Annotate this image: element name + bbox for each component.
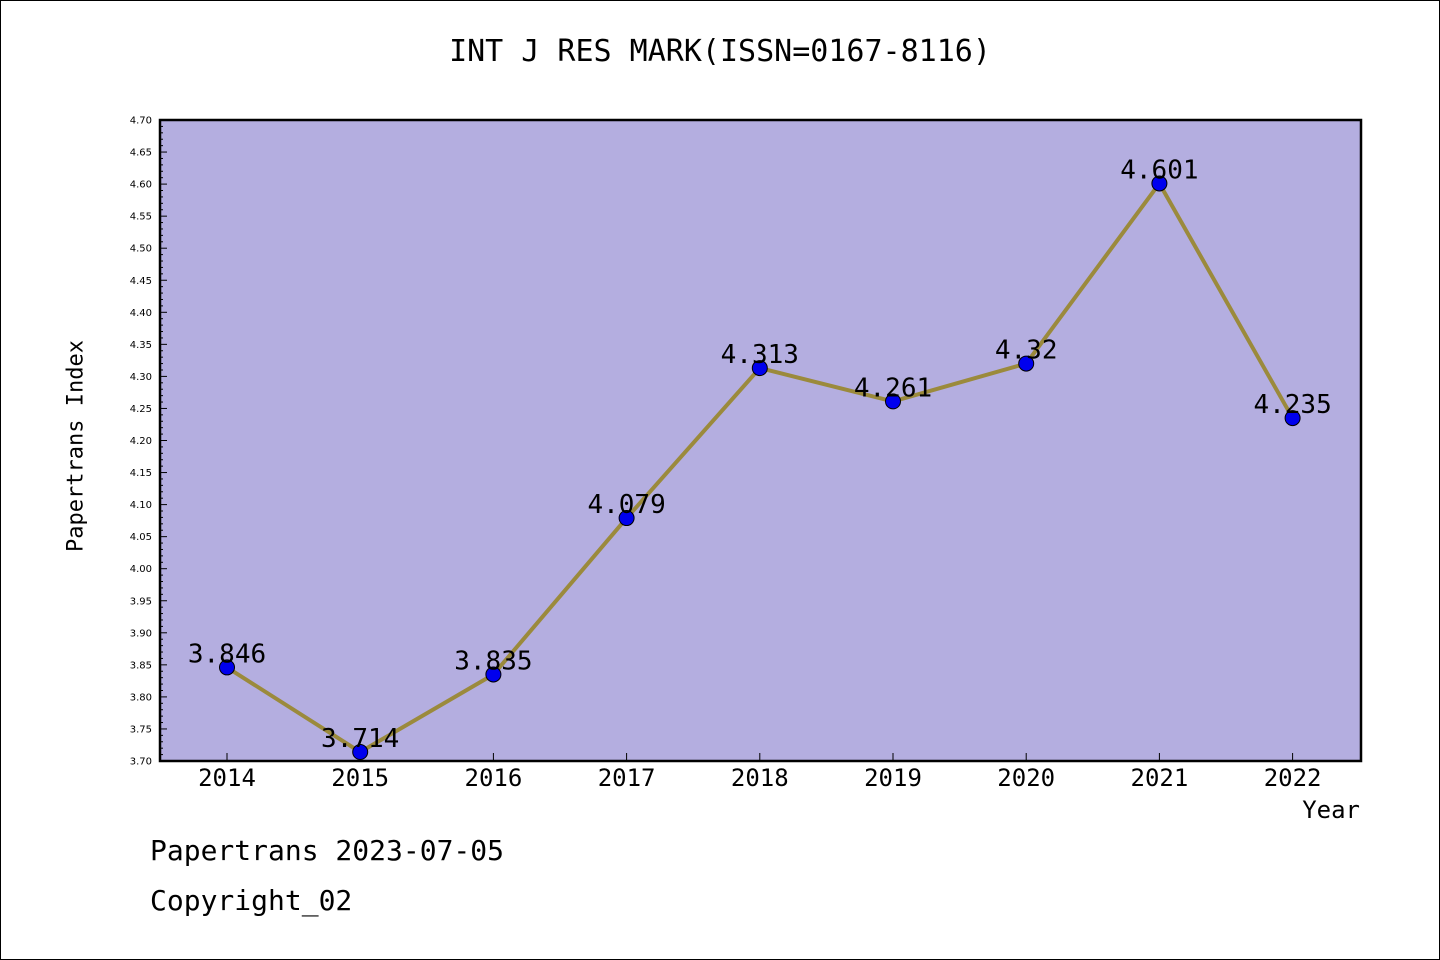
chart-title: INT J RES MARK(ISSN=0167-8116) bbox=[449, 34, 991, 69]
footer-copyright: Copyright_02 bbox=[150, 884, 353, 917]
y-tick-label: 4.40 bbox=[130, 308, 152, 319]
plot-area bbox=[160, 120, 1361, 761]
y-tick-label: 4.00 bbox=[130, 564, 152, 575]
y-tick-label: 4.45 bbox=[130, 276, 152, 287]
data-label: 4.32 bbox=[995, 336, 1058, 366]
footer-source-date: Papertrans 2023-07-05 bbox=[150, 834, 505, 867]
data-label: 3.714 bbox=[321, 724, 399, 754]
plot-border bbox=[158, 118, 1363, 763]
y-tick-label: 4.70 bbox=[130, 116, 152, 127]
y-tick-label: 3.85 bbox=[130, 660, 152, 671]
data-point bbox=[352, 744, 369, 761]
x-tick-label: 2015 bbox=[331, 764, 389, 792]
data-label: 3.835 bbox=[454, 646, 532, 676]
x-tick-label: 2017 bbox=[598, 764, 656, 792]
y-tick-label: 4.60 bbox=[130, 180, 152, 191]
y-tick-label: 4.35 bbox=[130, 340, 152, 351]
x-tick-label: 2014 bbox=[198, 764, 256, 792]
data-label: 3.846 bbox=[188, 639, 266, 669]
y-tick-label: 4.55 bbox=[130, 212, 152, 223]
data-point bbox=[1284, 410, 1301, 427]
y-tick-label: 4.05 bbox=[130, 532, 152, 543]
y-tick-label: 4.25 bbox=[130, 404, 152, 415]
data-point bbox=[885, 393, 901, 410]
data-point bbox=[1018, 355, 1035, 372]
data-label: 4.235 bbox=[1253, 390, 1331, 420]
x-tick-label: 2019 bbox=[864, 764, 922, 792]
data-label: 4.261 bbox=[854, 373, 932, 403]
y-tick-label: 4.65 bbox=[130, 148, 152, 159]
y-tick-label: 4.30 bbox=[130, 372, 152, 383]
data-point bbox=[1151, 175, 1168, 192]
data-point bbox=[618, 510, 635, 527]
y-tick-label: 4.20 bbox=[130, 436, 152, 447]
x-tick-label: 2021 bbox=[1131, 764, 1189, 792]
x-tick-label: 2016 bbox=[465, 764, 523, 792]
y-tick-label: 3.75 bbox=[130, 724, 152, 735]
y-tick-label: 4.15 bbox=[130, 468, 152, 479]
x-tick-label: 2022 bbox=[1264, 764, 1322, 792]
y-tick-label: 3.95 bbox=[130, 596, 152, 607]
y-tick-label: 4.10 bbox=[130, 500, 152, 511]
y-tick-label: 3.80 bbox=[130, 692, 152, 703]
y-tick-label: 3.70 bbox=[130, 757, 152, 768]
data-point bbox=[751, 360, 768, 377]
data-point bbox=[485, 666, 502, 683]
y-tick-label: 3.90 bbox=[130, 628, 152, 639]
x-axis-label: Year bbox=[1302, 796, 1360, 824]
data-label: 4.601 bbox=[1120, 155, 1198, 185]
data-label: 4.079 bbox=[587, 490, 665, 520]
x-tick-label: 2020 bbox=[997, 764, 1055, 792]
x-tick-label: 2018 bbox=[731, 764, 789, 792]
data-point bbox=[219, 659, 235, 676]
y-axis-label: Papertrans Index bbox=[63, 340, 89, 552]
data-label: 4.313 bbox=[721, 340, 799, 370]
y-tick-label: 4.50 bbox=[130, 244, 152, 255]
